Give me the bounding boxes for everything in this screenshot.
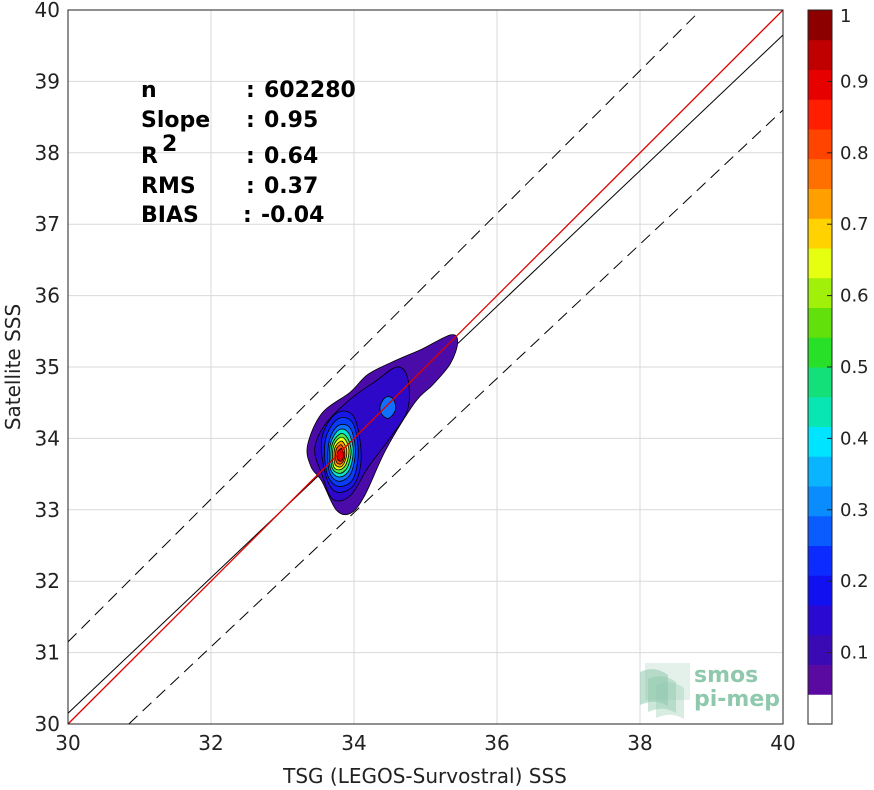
colorbar-segment	[808, 426, 832, 457]
colorbar-tick-label: 0.5	[840, 357, 869, 378]
colorbar-segment	[808, 188, 832, 219]
colorbar-tick-label: 1	[840, 6, 851, 27]
colorbar-segment	[808, 515, 832, 546]
stats-value: 0.64	[264, 144, 318, 169]
y-tick-label: 37	[35, 212, 60, 236]
x-tick-label: 40	[770, 731, 795, 755]
colorbar-segment	[808, 307, 832, 338]
colorbar-segment	[808, 575, 832, 606]
x-tick-label: 32	[198, 731, 223, 755]
colorbar-segment	[808, 456, 832, 487]
stats-label: Slope	[141, 108, 210, 133]
colorbar-segment	[808, 396, 832, 427]
y-tick-label: 31	[35, 641, 60, 665]
x-tick-label: 30	[55, 731, 80, 755]
y-tick-label: 35	[35, 355, 60, 379]
stats-separator: :	[246, 108, 255, 133]
colorbar-segment	[808, 99, 832, 130]
density-contours	[306, 334, 459, 516]
x-axis-label: TSG (LEGOS-Survostral) SSS	[282, 764, 567, 788]
y-axis-label: Satellite SSS	[1, 304, 25, 430]
stats-separator: :	[246, 144, 255, 169]
colorbar-tick-label: 0.9	[840, 71, 869, 92]
identity-line	[67, 9, 784, 725]
stats-value: 602280	[264, 78, 356, 103]
y-tick-label: 32	[35, 569, 60, 593]
colorbar-segment	[808, 158, 832, 189]
colorbar-segment	[808, 694, 832, 725]
logo-wave-icon	[640, 663, 690, 719]
colorbar-segment	[808, 337, 832, 368]
y-tick-label: 34	[35, 426, 60, 450]
colorbar-segment	[808, 664, 832, 695]
stats-value: 0.95	[264, 108, 318, 133]
colorbar-segment	[808, 367, 832, 398]
colorbar: 0.1 0.2 0.3 0.4 0.5 0.6 0.7 0.8 0.9 1	[807, 6, 869, 725]
colorbar-segment	[808, 218, 832, 249]
stats-label: BIAS	[141, 203, 199, 228]
y-tick-label: 38	[35, 141, 60, 165]
colorbar-segment	[808, 486, 832, 517]
colorbar-tick-label: 0.7	[840, 214, 869, 235]
stats-separator: :	[243, 203, 252, 228]
y-tick-label: 39	[35, 69, 60, 93]
stats-value: 0.37	[264, 174, 318, 199]
y-tick-label: 40	[35, 0, 60, 22]
stats-label: RMS	[141, 174, 196, 199]
logo-text-line2: pi-mep	[694, 687, 780, 712]
x-tick-label: 38	[627, 731, 652, 755]
colorbar-segment	[808, 10, 832, 41]
colorbar-segment	[808, 129, 832, 160]
x-ticks: 30 32 34 36 38 40	[55, 731, 795, 755]
y-tick-label: 30	[35, 712, 60, 736]
y-ticks: 30 31 32 33 34 35 36 37 38 39 40	[35, 0, 60, 736]
stats-label: R	[141, 144, 158, 169]
smos-pimep-logo: smos pi-mep	[640, 663, 780, 719]
x-tick-label: 36	[484, 731, 509, 755]
colorbar-segment	[808, 39, 832, 70]
colorbar-tick-label: 0.3	[840, 500, 869, 521]
stats-superscript: 2	[162, 132, 177, 157]
y-tick-label: 36	[35, 284, 60, 308]
colorbar-segment	[808, 248, 832, 279]
colorbar-tick-label: 0.2	[840, 571, 869, 592]
colorbar-segment	[808, 545, 832, 576]
stats-separator: :	[246, 78, 255, 103]
colorbar-tick-label: 0.1	[840, 643, 869, 664]
colorbar-tick-label: 0.8	[840, 143, 869, 164]
x-tick-label: 34	[341, 731, 366, 755]
y-tick-label: 33	[35, 498, 60, 522]
stats-value: -0.04	[261, 203, 324, 228]
colorbar-segment	[808, 277, 832, 308]
stats-separator: :	[246, 174, 255, 199]
lower-bound-line	[128, 109, 784, 725]
colorbar-segment	[808, 634, 832, 665]
upper-bound-line	[67, 13, 698, 643]
logo-text-line1: smos	[694, 663, 758, 688]
colorbar-tick-label: 0.4	[840, 428, 869, 449]
stats-label: n	[141, 78, 157, 103]
colorbar-tick-label: 0.6	[840, 286, 869, 307]
plot-frame	[67, 9, 784, 725]
colorbar-segment	[808, 605, 832, 636]
colorbar-segment	[808, 69, 832, 100]
